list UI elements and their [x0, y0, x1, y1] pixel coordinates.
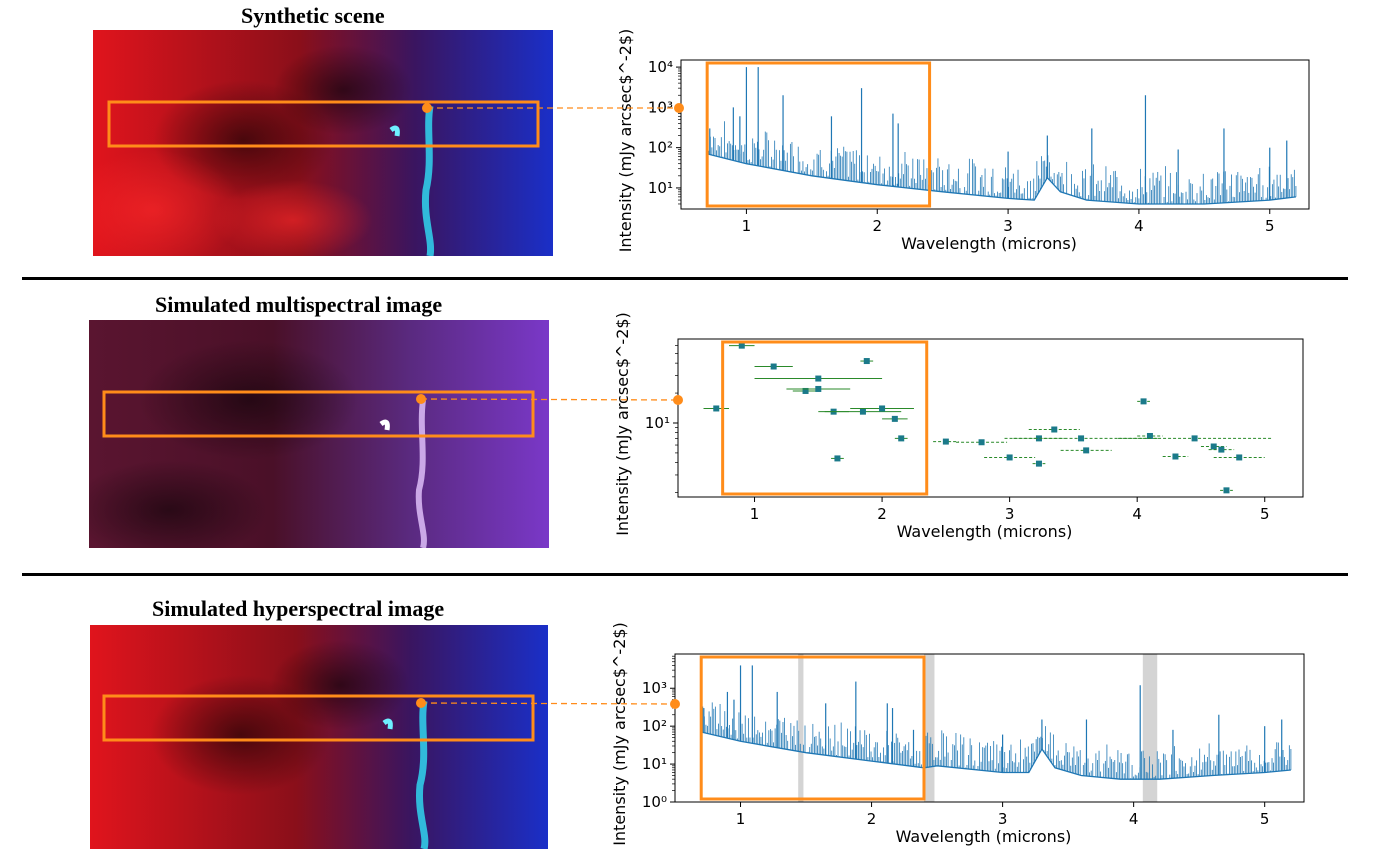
y-axis-label: Intensity (mJy arcsec$^-2$) [616, 29, 635, 253]
chart-panel-3: 1 2 3 4 5 10⁰ 10¹ 10² 10³ Wavelength (microns) Int… [102, 622, 1305, 846]
x-tick-label: 1 [736, 810, 746, 828]
plot-frame [677, 338, 1304, 498]
y-axis-label: Intensity (mJy arcsec$^-2$) [610, 622, 629, 846]
y-tick-label: 10¹ [645, 414, 670, 432]
synthetic-scene-image [93, 30, 553, 256]
data-point [1218, 446, 1225, 453]
x-axis-label: Wavelength (microns) [901, 234, 1077, 253]
image-pixel-marker [416, 698, 426, 708]
data-point [1051, 426, 1058, 433]
data-point [859, 408, 866, 415]
image-selection-box [102, 390, 535, 438]
x-tick-label: 2 [877, 505, 887, 523]
y-axis-label: Intensity (mJy arcsec$^-2$) [613, 312, 632, 536]
x-tick-label: 5 [1260, 505, 1270, 523]
spectrum-fine-lines [700, 702, 1292, 780]
data-point [942, 438, 949, 445]
chart-selection-box [699, 655, 926, 801]
x-tick-label: 3 [1005, 505, 1015, 523]
spectrum-continuum [701, 731, 1291, 780]
data-point [713, 405, 720, 412]
chart-panel-2: 1 2 3 4 5 10¹ Wavelength (microns) Intensity (m… [102, 312, 1304, 541]
x-tick-label: 5 [1260, 810, 1270, 828]
data-point [863, 358, 870, 365]
x-tick-label: 3 [1003, 217, 1013, 235]
data-point [1083, 447, 1090, 454]
data-point [879, 405, 886, 412]
data-point [1035, 435, 1042, 442]
image-selection-box [102, 694, 535, 742]
x-tick-label: 4 [1132, 505, 1142, 523]
data-point [802, 387, 809, 394]
data-point [1078, 435, 1085, 442]
data-point [1191, 435, 1198, 442]
data-point [738, 342, 745, 349]
data-point [1035, 460, 1042, 467]
y-tick-label: 10¹ [642, 755, 667, 773]
plot-frame [674, 653, 1305, 803]
panel-2-title: Simulated multispectral image [155, 292, 443, 317]
chart-pixel-marker [670, 699, 680, 709]
chart-pixel-marker [674, 103, 684, 113]
y-tick-label: 10² [642, 717, 667, 735]
x-tick-label: 5 [1265, 217, 1275, 235]
data-point [1140, 398, 1147, 405]
data-point [978, 439, 985, 446]
x-tick-label: 1 [750, 505, 760, 523]
panel-1-title: Synthetic scene [241, 3, 385, 28]
data-point [1172, 453, 1179, 460]
multispectral-image [89, 320, 549, 548]
y-tick-label: 10² [648, 139, 673, 157]
data-point [1236, 454, 1243, 461]
data-point [1006, 454, 1013, 461]
connector-line [420, 702, 676, 705]
data-point [834, 455, 841, 462]
data-point [1146, 432, 1153, 439]
gap-band [1142, 654, 1158, 802]
x-tick-label: 4 [1129, 810, 1139, 828]
data-point [1210, 443, 1217, 450]
spectrum-continuum [707, 153, 1296, 205]
plot-frame [680, 59, 1310, 210]
x-tick-label: 3 [998, 810, 1008, 828]
image-selection-box [107, 100, 540, 148]
x-axis-label: Wavelength (microns) [897, 522, 1073, 541]
x-tick-label: 2 [867, 810, 877, 828]
connector-line [420, 398, 679, 401]
spectrum-fine-lines [706, 121, 1297, 204]
data-point [891, 415, 898, 422]
hyperspectral-image [90, 625, 548, 849]
chart-selection-box [705, 61, 932, 208]
gap-band [798, 654, 804, 802]
x-tick-label: 2 [872, 217, 882, 235]
image-pixel-marker [416, 394, 426, 404]
panel-divider-1 [22, 277, 1348, 280]
data-point [1223, 487, 1230, 494]
y-tick-label: 10⁴ [648, 58, 673, 76]
y-tick-label: 10⁰ [642, 793, 667, 811]
data-point [815, 375, 822, 382]
chart-selection-box [721, 340, 929, 496]
y-tick-label: 10¹ [648, 179, 673, 197]
data-point [815, 385, 822, 392]
data-point [898, 435, 905, 442]
panel-3-title: Simulated hyperspectral image [152, 596, 445, 621]
image-pixel-marker [422, 103, 432, 113]
y-tick-label: 10³ [642, 679, 667, 697]
x-axis-label: Wavelength (microns) [896, 827, 1072, 846]
x-tick-label: 1 [742, 217, 752, 235]
data-point [770, 363, 777, 370]
x-tick-label: 4 [1134, 217, 1144, 235]
panel-divider-2 [22, 573, 1348, 576]
chart-pixel-marker [673, 395, 683, 405]
gap-band [923, 654, 935, 802]
